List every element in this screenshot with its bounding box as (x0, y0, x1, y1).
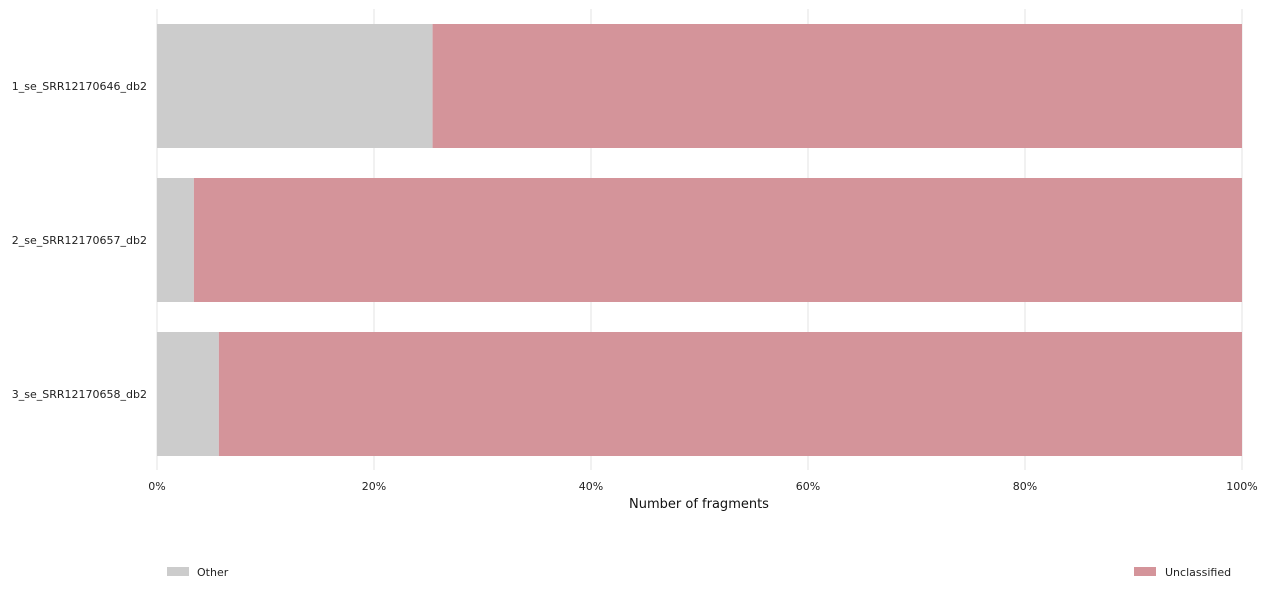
x-tick-label: 100% (1226, 480, 1257, 493)
category-label: 1_se_SRR12170646_db2 (12, 80, 147, 93)
category-labels: 1_se_SRR12170646_db2 2_se_SRR12170657_db2… (12, 80, 147, 401)
bar-segment-unclassified-2 (193, 178, 1242, 302)
x-axis-title: Number of fragments (629, 497, 769, 512)
legend: Other Unclassified (167, 566, 1231, 579)
bar-segment-unclassified-1 (432, 24, 1243, 148)
x-tick-label: 60% (796, 480, 820, 493)
bars (157, 24, 1243, 456)
x-tick-label: 0% (148, 480, 165, 493)
bar-segment-other-1 (157, 24, 433, 148)
legend-label-unclassified: Unclassified (1165, 566, 1231, 579)
legend-swatch-other (167, 567, 189, 576)
legend-swatch-unclassified (1134, 567, 1156, 576)
x-tick-label: 40% (579, 480, 603, 493)
category-label: 3_se_SRR12170658_db2 (12, 388, 147, 401)
bar-segment-unclassified-3 (218, 332, 1243, 456)
bar-segment-other-3 (157, 332, 219, 456)
x-tick-label: 80% (1013, 480, 1037, 493)
x-tick-labels: 0% 20% 40% 60% 80% 100% (148, 480, 1257, 493)
x-tick-label: 20% (362, 480, 386, 493)
legend-label-other: Other (197, 566, 229, 579)
bar-segment-other-2 (157, 178, 194, 302)
category-label: 2_se_SRR12170657_db2 (12, 234, 147, 247)
